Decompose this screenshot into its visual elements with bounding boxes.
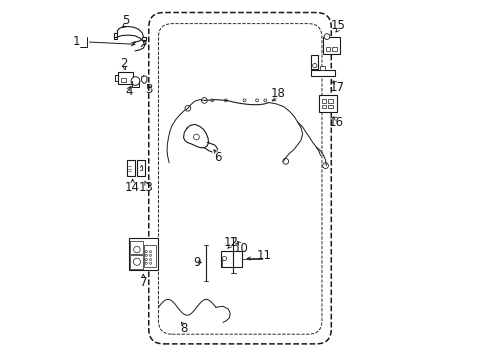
Bar xyxy=(130,241,142,253)
Text: 12: 12 xyxy=(223,236,238,249)
Text: 9: 9 xyxy=(193,256,201,269)
Circle shape xyxy=(322,163,328,168)
Bar xyxy=(328,105,332,108)
Text: 8: 8 xyxy=(180,322,187,335)
Circle shape xyxy=(133,258,140,265)
Text: 14: 14 xyxy=(125,181,140,194)
Bar xyxy=(221,251,242,267)
Bar xyxy=(127,160,135,176)
Circle shape xyxy=(145,262,147,264)
Circle shape xyxy=(264,99,266,102)
Circle shape xyxy=(243,99,245,102)
Bar xyxy=(319,66,324,70)
Circle shape xyxy=(282,158,288,164)
Circle shape xyxy=(145,251,147,253)
Bar xyxy=(321,105,325,108)
Circle shape xyxy=(201,98,207,103)
Text: 13: 13 xyxy=(138,181,153,194)
Text: 7: 7 xyxy=(140,276,147,289)
Text: 6: 6 xyxy=(213,151,221,164)
Circle shape xyxy=(222,256,226,261)
Circle shape xyxy=(324,34,329,40)
Text: 4: 4 xyxy=(125,85,133,98)
Bar xyxy=(331,47,336,51)
Bar xyxy=(310,55,318,69)
Bar xyxy=(321,99,325,103)
Text: 18: 18 xyxy=(270,87,285,100)
Text: 15: 15 xyxy=(330,19,345,32)
Text: 11: 11 xyxy=(256,249,271,262)
Bar xyxy=(130,255,142,269)
Circle shape xyxy=(149,251,151,253)
Bar xyxy=(319,95,336,112)
Circle shape xyxy=(184,105,190,111)
FancyBboxPatch shape xyxy=(148,13,330,344)
Text: 3: 3 xyxy=(144,83,152,96)
Circle shape xyxy=(145,254,147,256)
Circle shape xyxy=(224,99,227,102)
Bar xyxy=(328,99,332,103)
Circle shape xyxy=(131,77,140,85)
Text: 2: 2 xyxy=(121,57,128,70)
Bar xyxy=(310,69,334,76)
Text: 16: 16 xyxy=(328,116,343,129)
Circle shape xyxy=(149,258,151,261)
Circle shape xyxy=(133,246,140,253)
Text: 17: 17 xyxy=(329,81,344,94)
FancyBboxPatch shape xyxy=(158,24,321,334)
Circle shape xyxy=(149,262,151,264)
Circle shape xyxy=(149,254,151,256)
Text: 10: 10 xyxy=(233,242,248,255)
Text: 1: 1 xyxy=(73,35,80,49)
Bar xyxy=(325,47,329,51)
Circle shape xyxy=(255,99,258,102)
Circle shape xyxy=(312,63,316,68)
Circle shape xyxy=(193,134,199,140)
Circle shape xyxy=(210,99,213,102)
Bar xyxy=(322,37,339,54)
Bar xyxy=(129,238,158,270)
Bar xyxy=(137,160,144,176)
Bar xyxy=(118,72,132,84)
Circle shape xyxy=(145,258,147,261)
Text: 5: 5 xyxy=(122,14,130,27)
Bar xyxy=(144,245,156,267)
Bar xyxy=(121,78,126,82)
